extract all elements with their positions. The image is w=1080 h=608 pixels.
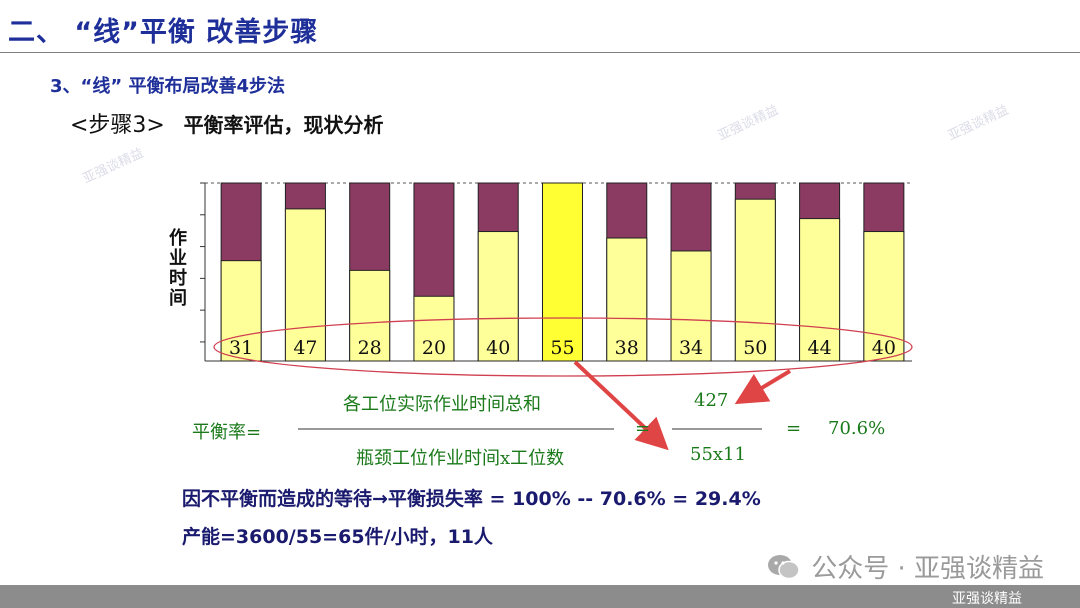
formula-denominator-value: 55x11	[690, 444, 746, 465]
formula-equals-2: =	[786, 418, 802, 439]
bar-work-segment	[349, 269, 391, 362]
wechat-icon	[768, 554, 800, 579]
bar-value-label: 40	[872, 337, 896, 359]
bar-value-label: 40	[486, 337, 510, 359]
capacity-line: 产能=3600/55=65件/小时，11人	[182, 526, 493, 548]
footer-text: 亚强谈精益	[952, 591, 1022, 607]
balance-loss-line: 因不平衡而造成的等待→平衡损失率 = 100% -- 70.6% = 29.4%	[182, 488, 761, 510]
y-axis-label-char: 业	[169, 248, 187, 269]
page-title: 二、 “线”平衡 改善步骤	[8, 17, 319, 48]
y-axis-label-char: 作	[169, 227, 187, 249]
bar-work-segment	[284, 208, 326, 362]
arrow-to-numerator	[734, 369, 792, 405]
formula-numerator: 各工位实际作业时间总和	[343, 394, 541, 415]
step-description: 平衡率评估，现状分析	[183, 113, 384, 137]
formula-equals-1: =	[635, 418, 651, 439]
footer-bar: 亚强谈精益	[0, 585, 1080, 608]
y-axis-label-char: 时	[169, 268, 187, 289]
formula-numerator-value: 427	[694, 390, 729, 411]
bar-value-label: 47	[293, 337, 317, 359]
y-axis-label-char: 间	[169, 288, 187, 309]
formula-label: 平衡率=	[192, 422, 262, 443]
bar-value-label: 55	[550, 337, 574, 359]
bar-work-segment	[670, 250, 712, 362]
bar-work-segment	[413, 295, 455, 362]
bar-work-segment	[734, 198, 776, 362]
bar-work-segment	[542, 182, 583, 362]
bar-work-segment	[863, 231, 905, 362]
arrow-to-denominator	[573, 360, 669, 451]
formula-denominator: 瓶颈工位作业时间x工位数	[356, 448, 565, 469]
bar-value-label: 20	[422, 337, 446, 359]
bar-value-label: 44	[807, 337, 831, 359]
step-heading: <步骤3> 平衡率评估，现状分析	[70, 107, 384, 139]
bar-value-label: 50	[743, 337, 767, 359]
watermark-text: 公众号 · 亚强谈精益	[811, 554, 1044, 584]
bar-work-segment	[477, 231, 519, 362]
title-divider	[0, 52, 1080, 53]
bar-value-label: 31	[229, 337, 253, 359]
bar-value-label: 28	[358, 337, 382, 359]
formula-result: 70.6%	[828, 418, 886, 439]
wechat-watermark: 公众号 · 亚强谈精益	[767, 548, 1044, 585]
bar-work-segment	[799, 218, 841, 362]
bar-value-label: 38	[615, 337, 639, 359]
bar-work-segment	[220, 260, 262, 362]
section-subtitle: 3、“线” 平衡布局改善4步法	[50, 76, 285, 97]
value-highlight-ellipse	[213, 317, 913, 377]
step-label: <步骤3>	[70, 113, 165, 138]
bar-value-label: 34	[679, 337, 703, 359]
bar-work-segment	[606, 237, 648, 362]
